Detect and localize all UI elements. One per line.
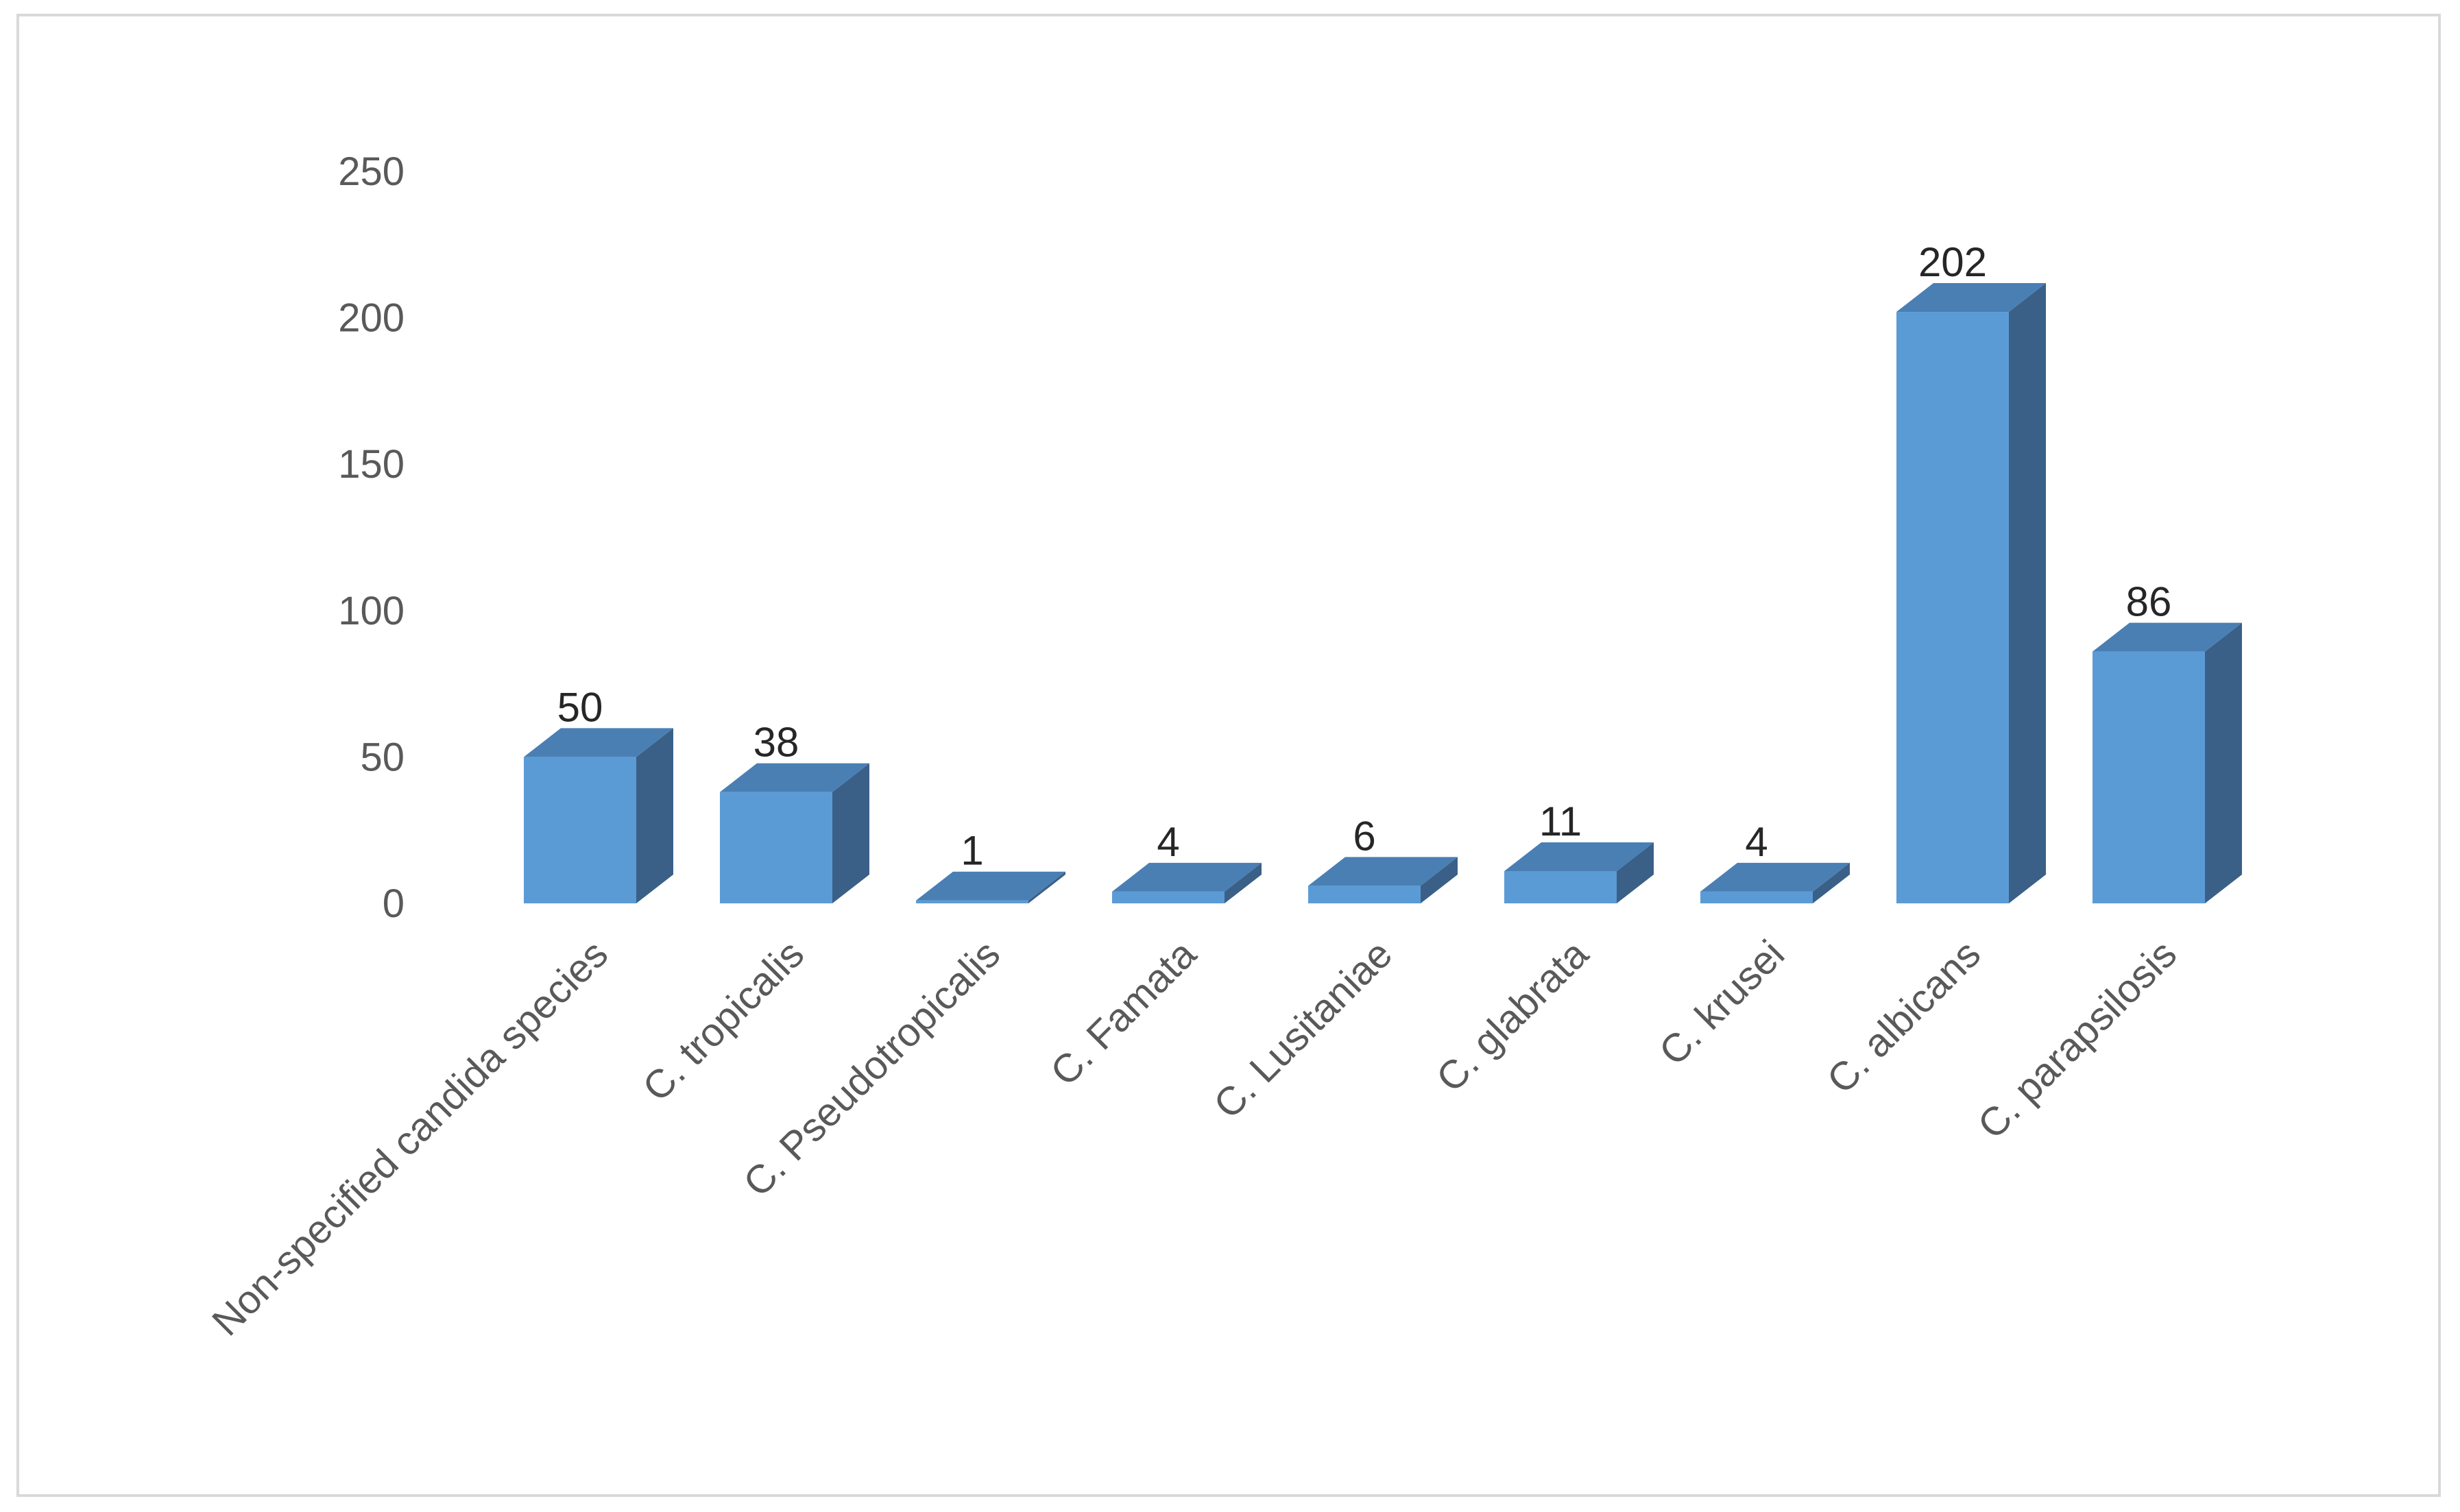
bar: [1700, 862, 1850, 903]
data-label: 4: [1157, 819, 1179, 865]
category-label: C. parapsilosis: [1969, 931, 2185, 1147]
bar-top-face: [1896, 283, 2046, 313]
bar: [524, 728, 673, 903]
bar-front-face: [720, 792, 832, 903]
bar-side-face: [2009, 283, 2046, 903]
y-tick-label: 250: [338, 149, 405, 194]
x-axis-category-labels: Non-specified candida species C. tropical…: [204, 931, 2185, 1345]
data-label: 1: [961, 828, 983, 874]
bar-front-face: [1896, 312, 2009, 903]
bar-top-face: [916, 871, 1065, 901]
data-label: 11: [1539, 798, 1582, 844]
bar: [1308, 857, 1458, 903]
bar-top-face: [720, 763, 869, 792]
data-label: 38: [753, 720, 799, 766]
data-label: 50: [557, 684, 603, 730]
category-label: C. tropicalis: [634, 931, 812, 1110]
bar: [1896, 283, 2046, 903]
bars-group: [524, 283, 2242, 903]
bar-front-face: [2093, 651, 2205, 903]
bar-side-face: [1225, 862, 1262, 903]
category-label: Non-specified candida species: [204, 931, 616, 1344]
category-label: C. Lusitaniae: [1205, 931, 1401, 1127]
category-label: C. glabrata: [1428, 931, 1597, 1101]
bar: [2093, 622, 2242, 903]
bar-front-face: [916, 900, 1028, 903]
category-label: C. krusei: [1650, 931, 1793, 1074]
data-label: 4: [1745, 819, 1768, 865]
category-label: C. Famata: [1042, 931, 1205, 1095]
bar-top-face: [1308, 857, 1458, 886]
bar-top-face: [2093, 622, 2242, 652]
y-tick-label: 200: [338, 296, 405, 341]
bar-side-face: [832, 763, 869, 903]
data-label: 86: [2126, 579, 2172, 625]
bar-top-face: [1700, 862, 1850, 892]
bar-side-face: [1028, 871, 1065, 903]
bar-side-face: [2205, 622, 2242, 903]
bar-side-face: [1617, 842, 1654, 903]
bar-side-face: [636, 728, 673, 903]
bar: [720, 763, 869, 903]
bar: [916, 871, 1065, 903]
y-tick-label: 150: [338, 442, 405, 487]
bar: [1112, 862, 1262, 903]
bar-front-face: [524, 757, 636, 903]
y-tick-label: 100: [338, 589, 405, 633]
y-axis-tick-labels: 0 50 100 150 200 250: [338, 149, 405, 926]
bar: [1504, 842, 1654, 903]
bar-side-face: [1813, 862, 1850, 903]
data-label: 202: [1918, 239, 1987, 285]
bar-front-face: [1504, 871, 1617, 903]
category-label: C. albicans: [1818, 931, 1989, 1102]
bar-top-face: [1112, 862, 1262, 892]
data-labels-group: 50 38 1 4 6 11 4 202 86: [557, 239, 2172, 874]
bar-side-face: [1421, 857, 1458, 903]
bar-top-face: [1504, 842, 1654, 872]
y-tick-label: 50: [360, 735, 405, 779]
bar-front-face: [1308, 886, 1421, 903]
bar-front-face: [1700, 891, 1813, 903]
bar-top-face: [524, 728, 673, 757]
y-tick-label: 0: [383, 881, 405, 926]
bar-front-face: [1112, 891, 1225, 903]
data-label: 6: [1353, 813, 1375, 859]
